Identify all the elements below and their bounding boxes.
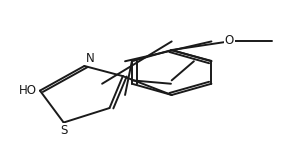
Text: N: N	[86, 51, 95, 65]
Text: O: O	[225, 34, 234, 47]
Text: S: S	[60, 124, 67, 137]
Text: HO: HO	[19, 84, 37, 97]
